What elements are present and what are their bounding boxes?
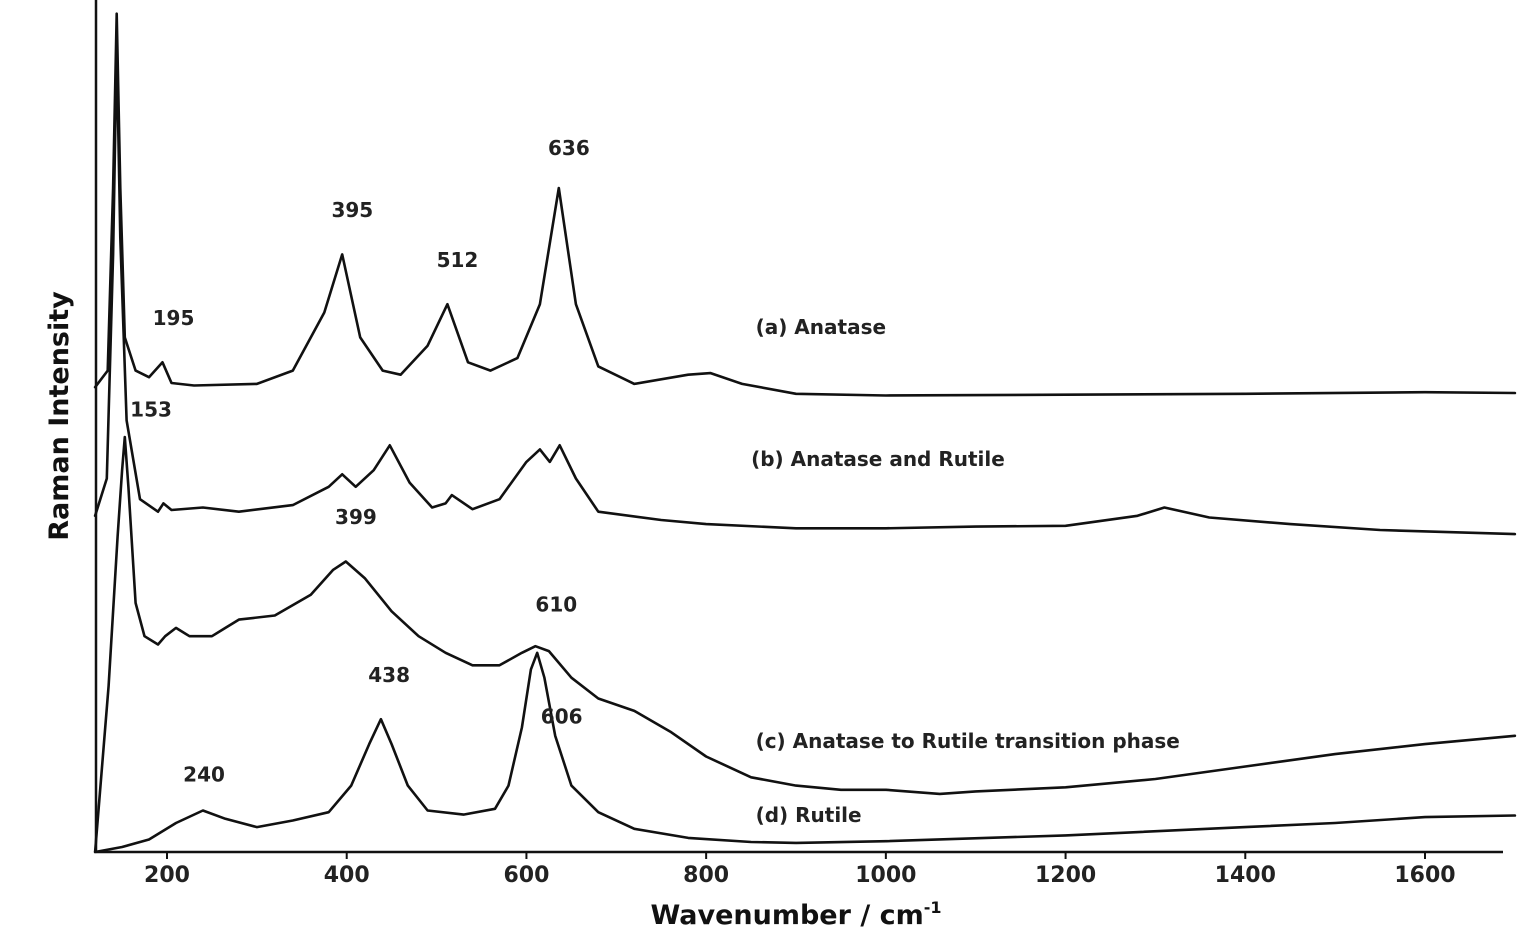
x-tick-label-1200: 1200 (1035, 863, 1096, 888)
x-tick-label-600: 600 (503, 863, 549, 888)
peak-label-240: 240 (183, 762, 225, 786)
series-line-a (93, 12, 1517, 397)
peak-label-606: 606 (541, 704, 583, 728)
x-tick-label-800: 800 (683, 863, 729, 888)
x-tick-label-200: 200 (144, 863, 190, 888)
series-layer (93, 12, 1517, 854)
x-tick-label-400: 400 (324, 863, 370, 888)
x-axis-title-superscript: -1 (924, 898, 942, 917)
series-label-a: (a) Anatase (756, 315, 886, 339)
peak-label-512: 512 (437, 248, 479, 272)
series-label-d: (d) Rutile (756, 803, 862, 827)
peak-label-399: 399 (335, 505, 377, 529)
x-tick-label-1400: 1400 (1215, 863, 1276, 888)
peak-annotations: 144 195 395 512 636 153 399 610 438 606 240 (124, 0, 590, 786)
x-axis-title-main: Wavenumber / cm (650, 900, 923, 931)
peak-label-395: 395 (331, 198, 373, 222)
series-label-b: (b) Anatase and Rutile (751, 447, 1005, 471)
x-tick-label-1000: 1000 (855, 863, 916, 888)
peak-label-438: 438 (368, 663, 410, 687)
peak-label-610: 610 (535, 592, 577, 616)
peak-label-144: 144 (124, 0, 166, 2)
series-line-b (93, 45, 1517, 536)
series-label-c: (c) Anatase to Rutile transition phase (756, 729, 1180, 753)
x-tick-label-1600: 1600 (1394, 863, 1455, 888)
series-line-d (93, 651, 1517, 854)
x-axis-ticks: 200 400 600 800 1000 1200 1400 1600 (144, 852, 1456, 888)
peak-label-195: 195 (153, 306, 195, 330)
peak-label-636: 636 (548, 136, 590, 160)
series-line-c (93, 435, 1517, 854)
peak-label-153: 153 (130, 397, 172, 421)
series-labels: (a) Anatase (b) Anatase and Rutile (c) Ana… (751, 315, 1180, 827)
x-axis-title: Wavenumber / cm-1 (650, 898, 941, 931)
y-axis-title: Raman Intensity (44, 291, 75, 541)
